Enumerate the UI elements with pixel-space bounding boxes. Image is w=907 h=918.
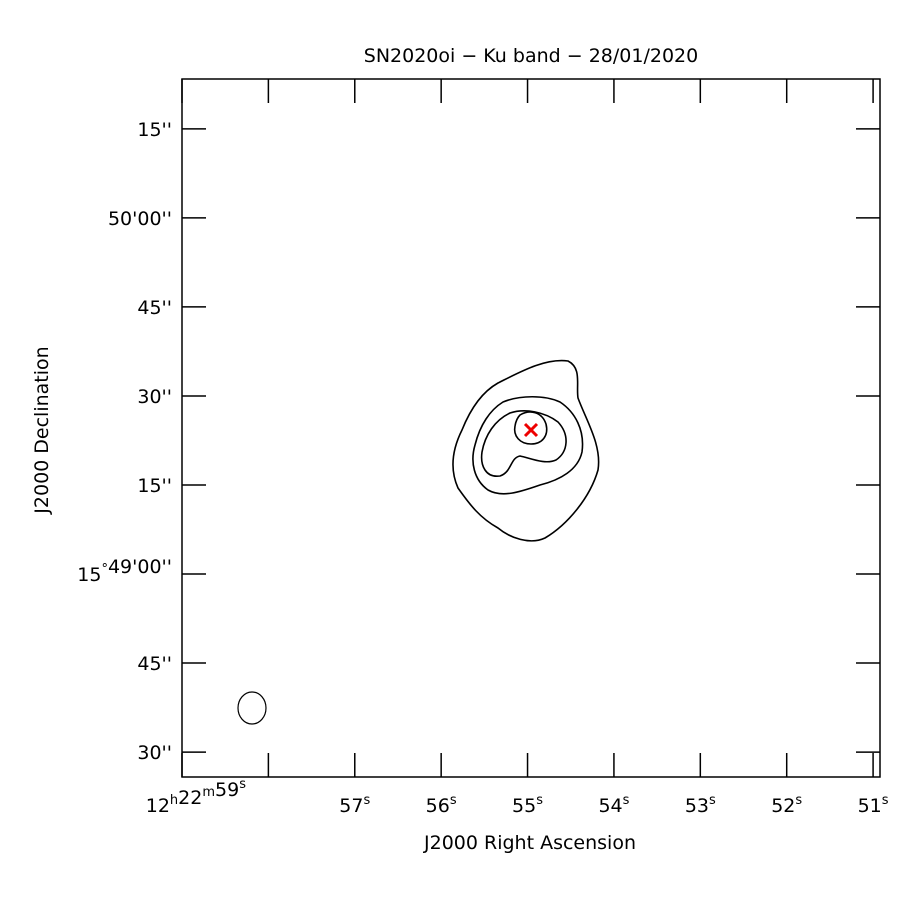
x-tick-label: 53s xyxy=(685,793,716,817)
label-part: 51 xyxy=(858,795,882,817)
label-part: 55 xyxy=(512,795,536,817)
contour-outer xyxy=(452,359,600,542)
label-sup: s xyxy=(536,793,543,808)
label-part: 54 xyxy=(598,795,622,817)
y-tick-label: 30'' xyxy=(137,386,172,408)
label-part: 30'' xyxy=(137,742,172,764)
label-sup: h xyxy=(170,793,178,808)
label-part: 49'00'' xyxy=(108,556,172,578)
label-part: 50'00'' xyxy=(108,208,172,230)
x-axis-label: J2000 Right Ascension xyxy=(423,832,636,854)
beam-ellipse xyxy=(237,691,267,725)
label-sup: m xyxy=(202,785,215,800)
y-tick-label: 50'00'' xyxy=(108,208,172,230)
x-tick-label: 52s xyxy=(771,793,802,817)
label-part: 12 xyxy=(146,795,170,817)
plot-frame xyxy=(181,78,881,778)
label-part: 52 xyxy=(771,795,795,817)
label-part: 59 xyxy=(215,779,239,801)
label-part: 45'' xyxy=(137,297,172,319)
x-tick-label: 57s xyxy=(339,793,370,817)
x-tick-label: 56s xyxy=(426,793,457,817)
label-part: 53 xyxy=(685,795,709,817)
y-tick-label: 45'' xyxy=(137,653,172,675)
chart-title: SN2020oi − Ku band − 28/01/2020 xyxy=(364,45,698,67)
label-sup: s xyxy=(623,793,630,808)
label-sup: s xyxy=(709,793,716,808)
y-tick-label: 15'' xyxy=(137,119,172,141)
label-sup: s xyxy=(882,793,889,808)
x-tick-label: 12h22m59s xyxy=(146,777,246,817)
source-marker xyxy=(523,422,539,438)
y-tick-label: 15°49'00'' xyxy=(77,556,172,586)
y-tick-label: 15'' xyxy=(137,475,172,497)
x-tick-label: 55s xyxy=(512,793,543,817)
label-part: 15'' xyxy=(137,475,172,497)
label-sup: s xyxy=(795,793,802,808)
label-part: 15'' xyxy=(137,119,172,141)
label-part: 15 xyxy=(77,564,101,586)
label-sup: s xyxy=(239,777,246,792)
label-part: 45'' xyxy=(137,653,172,675)
label-part: 57 xyxy=(339,795,363,817)
contour-inner xyxy=(480,410,567,477)
label-part: 56 xyxy=(426,795,450,817)
y-axis-label: J2000 Declination xyxy=(31,346,53,514)
x-tick-label: 54s xyxy=(598,793,629,817)
y-tick-label: 45'' xyxy=(137,297,172,319)
x-tick-label: 51s xyxy=(858,793,889,817)
label-sup: s xyxy=(450,793,457,808)
y-tick-label: 30'' xyxy=(137,742,172,764)
contour-peak xyxy=(513,411,548,445)
label-part: 30'' xyxy=(137,386,172,408)
label-sup: ° xyxy=(101,562,108,577)
contours xyxy=(452,359,600,542)
contour-middle xyxy=(472,395,584,495)
label-part: 22 xyxy=(178,787,202,809)
label-sup: s xyxy=(363,793,370,808)
